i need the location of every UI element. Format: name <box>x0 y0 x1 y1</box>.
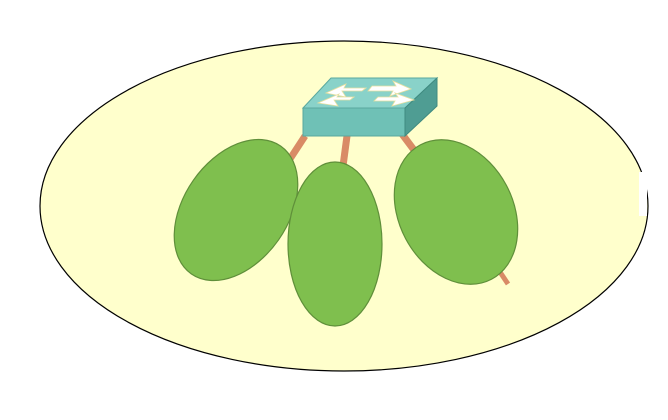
switch-arrow-right-upper-icon <box>367 80 413 97</box>
link-tail-segment-right <box>497 270 511 286</box>
switch-front-face <box>302 107 406 137</box>
segment-center <box>287 161 383 327</box>
link-switch-to-segment-right <box>399 131 417 153</box>
segments <box>173 138 519 327</box>
segment-left <box>173 138 299 282</box>
switch-arrows <box>316 80 416 107</box>
link-switch-to-segment-center <box>339 135 351 167</box>
domain-edge-notch <box>639 172 647 216</box>
network-switch-icon <box>301 76 439 138</box>
segment-right <box>393 139 519 285</box>
switch-arrow-left-lower-icon <box>316 93 356 107</box>
switch-side-face <box>404 76 438 138</box>
switch-arrow-right-lower-icon <box>373 92 416 107</box>
switch-arrow-left-upper-icon <box>324 83 368 98</box>
